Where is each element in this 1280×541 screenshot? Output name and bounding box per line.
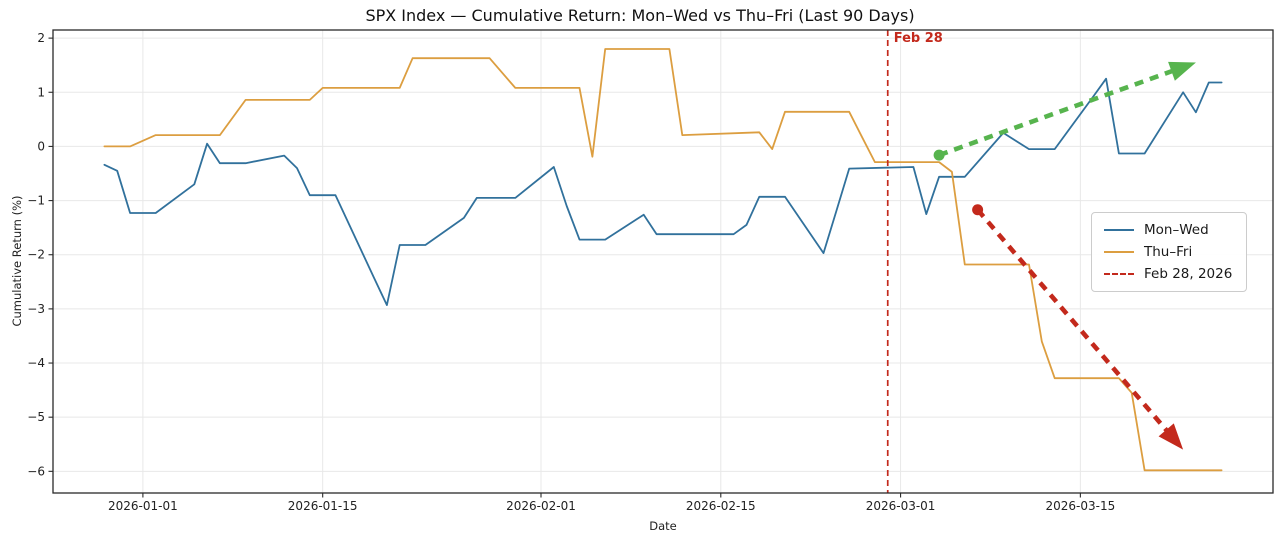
y-tick-label: −6 bbox=[27, 464, 45, 478]
legend-line-sample-thu-fri bbox=[1104, 251, 1134, 253]
legend-item-mon-wed: Mon–Wed bbox=[1104, 222, 1232, 238]
legend-line-sample-feb28 bbox=[1104, 273, 1134, 275]
legend-item-feb28: Feb 28, 2026 bbox=[1104, 266, 1232, 282]
x-tick-label: 2026-03-15 bbox=[1045, 499, 1115, 513]
legend-item-thu-fri: Thu–Fri bbox=[1104, 244, 1232, 260]
uptrend-arrowhead bbox=[1168, 61, 1196, 81]
plot-spines bbox=[52, 29, 1274, 494]
legend-label: Mon–Wed bbox=[1144, 222, 1209, 238]
x-tick-label: 2026-02-01 bbox=[506, 499, 576, 513]
y-tick-label: 2 bbox=[37, 31, 45, 45]
y-tick-label: −4 bbox=[27, 356, 45, 370]
downtrend-arrow-shaft bbox=[975, 208, 1171, 435]
uptrend-arrow-shaft bbox=[938, 67, 1177, 158]
downtrend-arrowhead bbox=[1158, 423, 1184, 450]
y-tick-label: 0 bbox=[37, 139, 45, 153]
legend-line-sample-mon-wed bbox=[1104, 229, 1134, 231]
x-tick-label: 2026-02-15 bbox=[686, 499, 756, 513]
legend-label: Thu–Fri bbox=[1144, 244, 1193, 260]
y-tick-label: −2 bbox=[27, 248, 45, 262]
vline-annotation: Feb 28 bbox=[893, 31, 943, 46]
y-tick-label: −5 bbox=[27, 410, 45, 424]
series-line-mon-wed bbox=[103, 77, 1223, 307]
y-tick-label: −3 bbox=[27, 302, 45, 316]
chart-title: SPX Index — Cumulative Return: Mon–Wed v… bbox=[365, 6, 915, 25]
legend-label: Feb 28, 2026 bbox=[1144, 266, 1233, 282]
series-line-thu-fri bbox=[103, 48, 1223, 472]
x-tick-label: 2026-01-01 bbox=[108, 499, 178, 513]
uptrend-start-dot bbox=[933, 149, 945, 161]
y-tick-label: 1 bbox=[37, 85, 45, 99]
y-tick-label: −1 bbox=[27, 194, 45, 208]
x-tick-label: 2026-03-01 bbox=[866, 499, 936, 513]
legend: Mon–Wed Thu–Fri Feb 28, 2026 bbox=[1091, 212, 1248, 292]
x-axis-label: Date bbox=[649, 519, 677, 533]
x-tick-label: 2026-01-15 bbox=[288, 499, 358, 513]
downtrend-start-dot bbox=[972, 204, 984, 216]
